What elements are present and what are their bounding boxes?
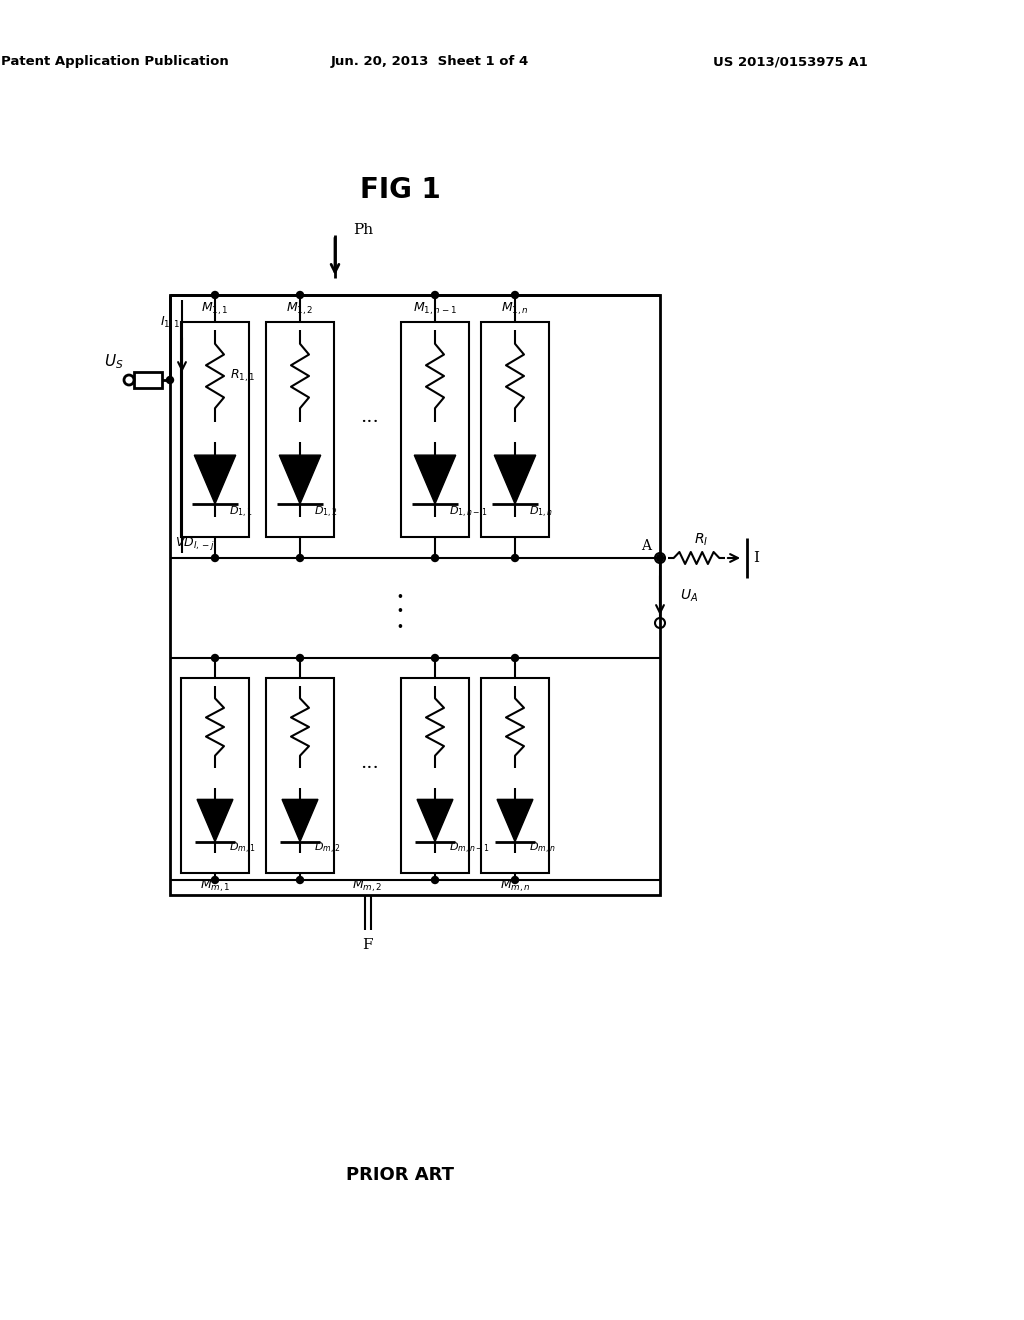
Circle shape <box>512 554 518 561</box>
Bar <box>401 678 469 873</box>
Bar <box>481 322 549 537</box>
Text: $D_{m,n}$: $D_{m,n}$ <box>529 841 556 855</box>
Polygon shape <box>282 800 318 842</box>
Circle shape <box>212 292 218 298</box>
Text: $M_{m,2}$: $M_{m,2}$ <box>352 878 383 894</box>
Bar <box>134 372 162 388</box>
Circle shape <box>297 655 303 661</box>
Text: $U_A$: $U_A$ <box>680 587 698 603</box>
Text: PRIOR ART: PRIOR ART <box>346 1166 454 1184</box>
Bar <box>181 678 249 873</box>
Circle shape <box>656 554 664 561</box>
Polygon shape <box>497 800 532 842</box>
Circle shape <box>167 376 173 384</box>
Text: FIG 1: FIG 1 <box>359 176 440 205</box>
Bar <box>266 322 334 537</box>
Circle shape <box>431 876 438 883</box>
Text: $D_{1,2}$: $D_{1,2}$ <box>314 504 338 520</box>
Text: ·: · <box>395 599 404 627</box>
Circle shape <box>297 292 303 298</box>
Text: $D_{m,1}$: $D_{m,1}$ <box>229 841 255 855</box>
Circle shape <box>212 655 218 661</box>
Text: Jun. 20, 2013  Sheet 1 of 4: Jun. 20, 2013 Sheet 1 of 4 <box>331 55 529 69</box>
Circle shape <box>431 554 438 561</box>
Text: ·: · <box>395 615 404 642</box>
Polygon shape <box>495 455 536 504</box>
Bar <box>181 322 249 537</box>
Circle shape <box>297 876 303 883</box>
Circle shape <box>212 554 218 561</box>
Circle shape <box>512 655 518 661</box>
Circle shape <box>431 292 438 298</box>
Text: $D_{m,n-1}$: $D_{m,n-1}$ <box>449 841 489 855</box>
Text: Patent Application Publication: Patent Application Publication <box>1 55 229 69</box>
Circle shape <box>212 876 218 883</box>
Text: ...: ... <box>360 754 379 772</box>
Text: $D_{m,2}$: $D_{m,2}$ <box>314 841 340 855</box>
Text: $R_I$: $R_I$ <box>694 532 709 548</box>
Text: ...: ... <box>360 408 379 426</box>
Text: $I_{1,1}$: $I_{1,1}$ <box>160 314 180 331</box>
Text: $D_{1,n-1}$: $D_{1,n-1}$ <box>449 504 487 520</box>
Circle shape <box>512 876 518 883</box>
Circle shape <box>512 292 518 298</box>
Text: $M_{m,1}$: $M_{m,1}$ <box>200 878 230 894</box>
Bar <box>401 322 469 537</box>
Polygon shape <box>415 455 456 504</box>
Text: ·: · <box>395 585 404 611</box>
Bar <box>266 678 334 873</box>
Text: $M_{1,2}$: $M_{1,2}$ <box>287 301 313 317</box>
Text: $R_{1,1}$: $R_{1,1}$ <box>230 368 255 384</box>
Circle shape <box>297 554 303 561</box>
Text: Ph: Ph <box>353 223 373 238</box>
Bar <box>170 294 660 895</box>
Text: $D_{1,n}$: $D_{1,n}$ <box>529 504 553 520</box>
Polygon shape <box>195 455 236 504</box>
Text: $VD_{I,-j}$: $VD_{I,-j}$ <box>175 535 215 552</box>
Polygon shape <box>417 800 453 842</box>
Text: $D_{1,1}$: $D_{1,1}$ <box>229 504 253 520</box>
Text: A: A <box>641 539 651 553</box>
Polygon shape <box>280 455 321 504</box>
Text: US 2013/0153975 A1: US 2013/0153975 A1 <box>713 55 867 69</box>
Text: $M_{1,1}$: $M_{1,1}$ <box>201 301 228 317</box>
Text: $M_{1,n-1}$: $M_{1,n-1}$ <box>413 301 457 317</box>
Polygon shape <box>197 800 232 842</box>
Text: I: I <box>753 550 759 565</box>
Text: $U_S$: $U_S$ <box>104 352 124 371</box>
Text: F: F <box>362 939 373 952</box>
Text: $M_{m,n}$: $M_{m,n}$ <box>500 878 530 894</box>
Bar <box>481 678 549 873</box>
Text: $M_{1,n}$: $M_{1,n}$ <box>501 301 528 317</box>
Circle shape <box>431 655 438 661</box>
